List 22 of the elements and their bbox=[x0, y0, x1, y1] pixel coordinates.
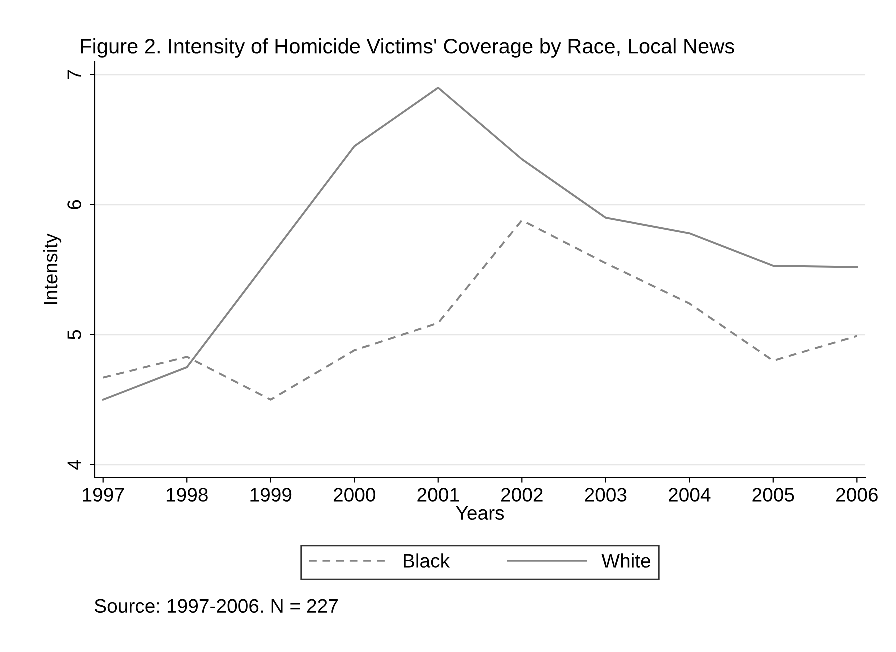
line-series bbox=[102, 220, 858, 401]
legend-label: Black bbox=[404, 554, 450, 568]
y-tick-label: 6 bbox=[68, 200, 82, 210]
x-tick-label: 2003 bbox=[585, 488, 627, 502]
y-tick-label: 4 bbox=[68, 460, 82, 470]
source-note: Source: 1997-2006. N = 227 bbox=[94, 599, 338, 614]
x-tick-label: 1998 bbox=[166, 488, 208, 502]
x-tick-label: 1997 bbox=[83, 488, 124, 502]
chart-title: Figure 2. Intensity of Homicide Victims' Coverage by Race, Local News bbox=[81, 38, 734, 58]
x-tick-label: 2001 bbox=[418, 488, 460, 502]
y-tick-label: 5 bbox=[68, 330, 82, 340]
x-tick-label: 2006 bbox=[836, 488, 878, 502]
x-tick-label: 2004 bbox=[669, 488, 711, 502]
x-tick-label: 2000 bbox=[334, 488, 376, 502]
x-tick-label: 2002 bbox=[501, 488, 543, 502]
y-tick-label: 7 bbox=[68, 70, 82, 80]
x-tick-label: 2005 bbox=[752, 488, 794, 502]
y-axis-title: Intensity bbox=[43, 234, 62, 304]
line-series bbox=[102, 86, 858, 401]
legend-label: White bbox=[602, 554, 651, 568]
x-tick-label: 1999 bbox=[250, 488, 292, 502]
x-axis-title: Years bbox=[456, 506, 504, 520]
